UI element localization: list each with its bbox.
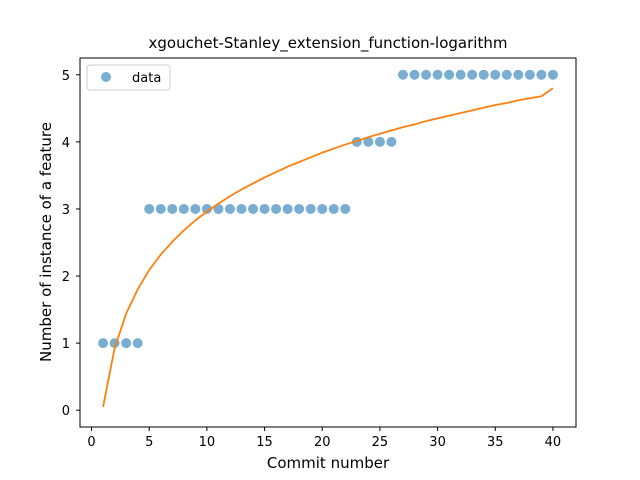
data-point	[524, 69, 535, 80]
x-axis-label: Commit number	[267, 454, 390, 472]
data-point	[121, 338, 132, 349]
data-point	[374, 136, 385, 147]
x-tick-label: 15	[256, 435, 273, 450]
x-tick-label: 20	[314, 435, 331, 450]
data-point	[144, 203, 155, 214]
data-point	[178, 203, 189, 214]
data-point	[294, 203, 305, 214]
legend-marker-data	[101, 72, 111, 82]
data-point	[478, 69, 489, 80]
legend-label-data: data	[132, 71, 161, 86]
x-tick-label: 40	[545, 435, 562, 450]
data-point	[259, 203, 270, 214]
x-tick-label: 30	[429, 435, 446, 450]
y-tick-label: 3	[62, 203, 70, 218]
x-tick-label: 35	[487, 435, 504, 450]
data-point	[340, 203, 351, 214]
x-tick-label: 25	[372, 435, 389, 450]
data-point	[282, 203, 293, 214]
data-point	[421, 69, 432, 80]
data-point	[490, 69, 501, 80]
data-point	[317, 203, 328, 214]
data-point	[190, 203, 201, 214]
data-point	[501, 69, 512, 80]
y-tick-label: 2	[62, 270, 70, 285]
data-point	[328, 203, 339, 214]
data-point	[201, 203, 212, 214]
y-tick-label: 1	[62, 337, 70, 352]
data-point	[248, 203, 259, 214]
legend: data	[86, 64, 171, 91]
data-point	[167, 203, 178, 214]
data-point	[271, 203, 282, 214]
data-point	[467, 69, 478, 80]
data-point	[363, 136, 374, 147]
data-point	[409, 69, 420, 80]
data-point	[132, 338, 143, 349]
data-point	[213, 203, 224, 214]
y-tick-label: 4	[62, 136, 70, 151]
data-point	[432, 69, 443, 80]
y-axis-label: Number of instance of a feature	[37, 122, 55, 362]
data-point	[98, 338, 109, 349]
legend-box	[86, 64, 171, 91]
data-point	[224, 203, 235, 214]
y-tick-label: 5	[62, 69, 70, 84]
data-point	[397, 69, 408, 80]
plot-area: 0 5 10 15 20 25 30 35 40 0 1 2 3 4 5	[62, 69, 561, 450]
data-point	[444, 69, 455, 80]
data-point	[455, 69, 466, 80]
data-point	[155, 203, 166, 214]
data-point	[536, 69, 547, 80]
data-point	[547, 69, 558, 80]
data-point	[513, 69, 524, 80]
x-tick-label: 10	[199, 435, 216, 450]
y-tick-label: 0	[62, 404, 70, 419]
fit-line	[102, 87, 554, 408]
axes-frame	[79, 57, 577, 428]
data-point	[236, 203, 247, 214]
data-point	[305, 203, 316, 214]
chart-title: xgouchet-Stanley_extension_function-loga…	[149, 34, 508, 53]
x-tick-label: 5	[145, 435, 153, 450]
x-tick-label: 0	[87, 435, 95, 450]
data-point	[386, 136, 397, 147]
